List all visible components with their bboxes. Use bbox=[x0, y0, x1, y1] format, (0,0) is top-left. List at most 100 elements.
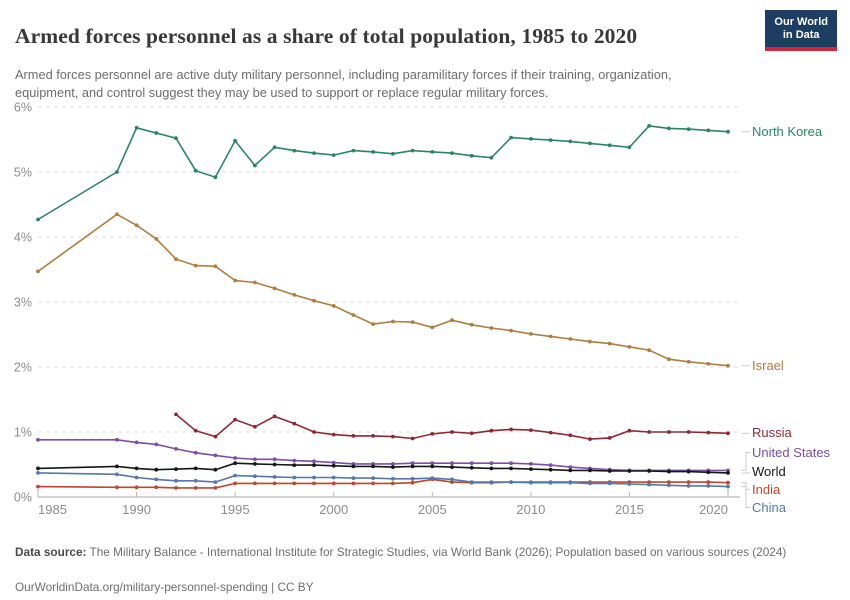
data-point bbox=[607, 469, 612, 473]
data-point bbox=[174, 478, 178, 483]
data-point bbox=[312, 430, 316, 434]
data-point bbox=[726, 471, 730, 475]
data-point bbox=[686, 469, 691, 474]
data-point bbox=[548, 138, 553, 143]
data-point bbox=[36, 471, 40, 475]
data-point bbox=[706, 128, 711, 133]
legend-label-israel[interactable]: Israel bbox=[752, 358, 784, 373]
legend-label-united-states[interactable]: United States bbox=[752, 444, 831, 460]
series-world bbox=[36, 461, 750, 475]
data-point bbox=[726, 363, 730, 368]
legend-label-russia[interactable]: Russia bbox=[752, 425, 792, 440]
data-point bbox=[588, 141, 592, 146]
data-point bbox=[647, 469, 651, 473]
y-tick-label: 0% bbox=[14, 491, 32, 505]
data-point bbox=[154, 237, 159, 241]
data-point bbox=[233, 278, 238, 283]
footer-link[interactable]: OurWorldinData.org/military-personnel-sp… bbox=[15, 579, 314, 594]
data-point bbox=[667, 430, 671, 434]
data-point bbox=[371, 150, 375, 154]
data-point bbox=[233, 461, 238, 466]
y-tick-label: 1% bbox=[14, 426, 32, 440]
data-point bbox=[548, 463, 553, 467]
data-point bbox=[331, 304, 336, 308]
data-point bbox=[115, 485, 119, 490]
data-point bbox=[213, 264, 218, 269]
legend-label-india[interactable]: India bbox=[752, 481, 781, 497]
data-point bbox=[607, 341, 612, 346]
data-point bbox=[489, 461, 494, 466]
legend-label-north-korea[interactable]: North Korea bbox=[752, 124, 823, 139]
series-north-korea bbox=[36, 124, 750, 222]
data-point bbox=[430, 476, 435, 480]
data-point bbox=[174, 412, 178, 417]
data-point bbox=[706, 484, 711, 488]
data-point bbox=[331, 475, 336, 480]
data-point bbox=[134, 125, 139, 130]
data-point bbox=[272, 481, 277, 486]
x-tick-label: 2015 bbox=[615, 502, 644, 517]
legend-label-china[interactable]: China bbox=[752, 499, 786, 515]
data-point bbox=[548, 430, 553, 435]
data-point bbox=[312, 481, 316, 486]
data-point bbox=[292, 293, 297, 297]
data-point bbox=[430, 464, 435, 469]
series-russia bbox=[174, 412, 750, 441]
data-point bbox=[686, 359, 691, 364]
data-point bbox=[391, 434, 395, 439]
data-point bbox=[529, 137, 533, 141]
data-point bbox=[548, 467, 553, 472]
data-point bbox=[193, 263, 198, 268]
data-point bbox=[410, 320, 415, 324]
datasource-label: Data source: bbox=[15, 544, 87, 559]
data-point bbox=[726, 129, 730, 134]
data-point bbox=[193, 466, 198, 471]
data-point bbox=[726, 484, 730, 489]
data-point bbox=[154, 442, 159, 447]
data-point bbox=[726, 431, 730, 436]
data-point bbox=[154, 467, 159, 472]
data-point bbox=[312, 151, 316, 156]
series-line bbox=[37, 472, 729, 488]
data-point bbox=[667, 480, 671, 484]
data-point bbox=[233, 456, 238, 460]
data-point bbox=[450, 430, 454, 434]
legend-label-world[interactable]: World bbox=[752, 463, 786, 479]
data-point bbox=[193, 168, 198, 173]
data-point bbox=[607, 143, 612, 148]
data-point bbox=[253, 280, 257, 285]
data-point bbox=[292, 421, 297, 426]
y-tick-label: 4% bbox=[14, 231, 32, 245]
data-point bbox=[469, 153, 474, 158]
data-point bbox=[36, 466, 40, 471]
data-point bbox=[469, 480, 474, 484]
data-point bbox=[588, 339, 592, 344]
data-point bbox=[272, 414, 277, 419]
data-point bbox=[509, 480, 513, 484]
data-point bbox=[627, 482, 632, 486]
data-point bbox=[686, 480, 691, 484]
data-point bbox=[154, 131, 159, 135]
data-point bbox=[667, 469, 671, 474]
data-point bbox=[253, 474, 257, 479]
data-point bbox=[115, 437, 119, 442]
data-point bbox=[134, 440, 139, 445]
data-point bbox=[272, 462, 277, 467]
data-point bbox=[331, 463, 336, 468]
data-point bbox=[292, 463, 297, 467]
data-point bbox=[115, 212, 119, 217]
data-point bbox=[627, 469, 632, 473]
data-point bbox=[134, 475, 139, 480]
owid-logo[interactable]: Our World in Data bbox=[765, 10, 837, 51]
data-point bbox=[588, 481, 592, 486]
data-point bbox=[193, 428, 198, 433]
data-point bbox=[568, 480, 573, 485]
chart-subtitle: Armed forces personnel are active duty m… bbox=[15, 66, 672, 101]
data-point bbox=[391, 465, 395, 469]
data-point bbox=[193, 450, 198, 455]
chart-title: Armed forces personnel as a share of tot… bbox=[15, 24, 638, 49]
data-point bbox=[36, 217, 40, 222]
data-point bbox=[509, 135, 513, 140]
data-point bbox=[686, 430, 691, 434]
